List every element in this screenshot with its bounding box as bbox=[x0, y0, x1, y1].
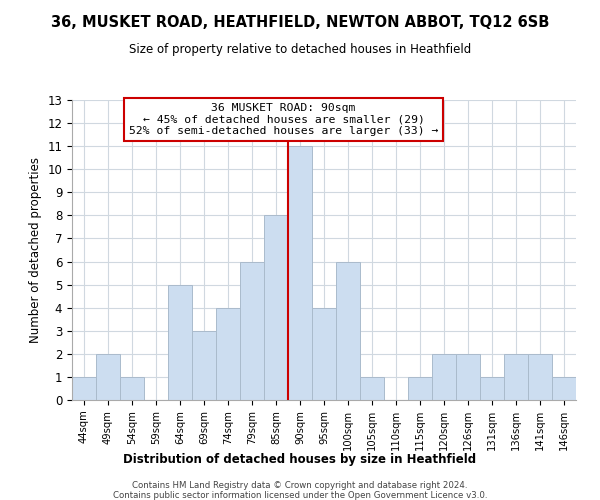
Bar bbox=[168, 284, 192, 400]
Bar bbox=[528, 354, 552, 400]
Bar bbox=[192, 331, 216, 400]
Bar bbox=[504, 354, 528, 400]
Y-axis label: Number of detached properties: Number of detached properties bbox=[29, 157, 42, 343]
Bar bbox=[360, 377, 384, 400]
Text: Contains public sector information licensed under the Open Government Licence v3: Contains public sector information licen… bbox=[113, 491, 487, 500]
Bar bbox=[240, 262, 264, 400]
Bar bbox=[264, 216, 288, 400]
Text: Distribution of detached houses by size in Heathfield: Distribution of detached houses by size … bbox=[124, 452, 476, 466]
Text: 36, MUSKET ROAD, HEATHFIELD, NEWTON ABBOT, TQ12 6SB: 36, MUSKET ROAD, HEATHFIELD, NEWTON ABBO… bbox=[51, 15, 549, 30]
Bar bbox=[480, 377, 504, 400]
Bar bbox=[456, 354, 480, 400]
Bar bbox=[552, 377, 576, 400]
Bar bbox=[336, 262, 360, 400]
Bar bbox=[312, 308, 336, 400]
Bar bbox=[120, 377, 144, 400]
Bar bbox=[408, 377, 432, 400]
Text: 36 MUSKET ROAD: 90sqm
← 45% of detached houses are smaller (29)
52% of semi-deta: 36 MUSKET ROAD: 90sqm ← 45% of detached … bbox=[129, 103, 439, 136]
Text: Contains HM Land Registry data © Crown copyright and database right 2024.: Contains HM Land Registry data © Crown c… bbox=[132, 481, 468, 490]
Bar bbox=[72, 377, 96, 400]
Bar bbox=[216, 308, 240, 400]
Text: Size of property relative to detached houses in Heathfield: Size of property relative to detached ho… bbox=[129, 42, 471, 56]
Bar bbox=[288, 146, 312, 400]
Bar bbox=[96, 354, 120, 400]
Bar bbox=[432, 354, 456, 400]
